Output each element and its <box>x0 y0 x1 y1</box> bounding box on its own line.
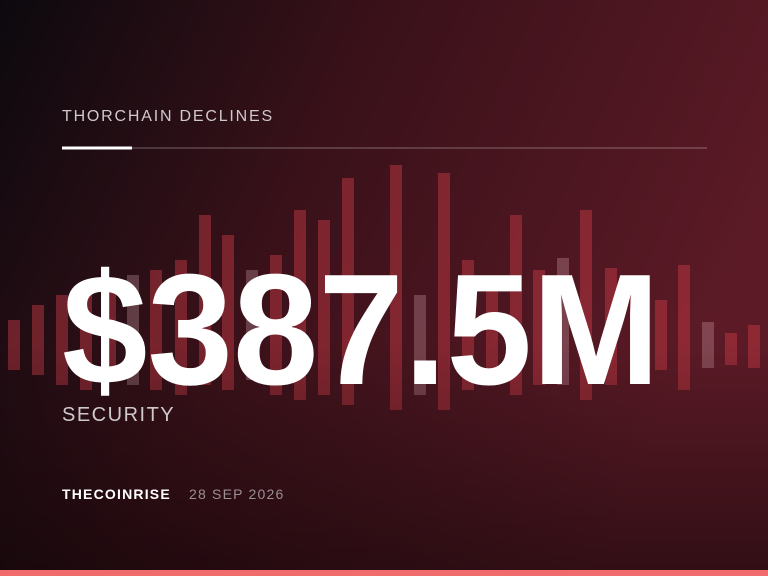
kicker: THORCHAIN DECLINES <box>62 108 274 125</box>
date: 28 SEP 2026 <box>189 486 284 502</box>
bottom-accent <box>0 570 768 576</box>
brand: THECOINRISE <box>62 486 171 502</box>
subtitle: SECURITY <box>62 404 175 426</box>
headline: $387.5M <box>62 242 660 418</box>
